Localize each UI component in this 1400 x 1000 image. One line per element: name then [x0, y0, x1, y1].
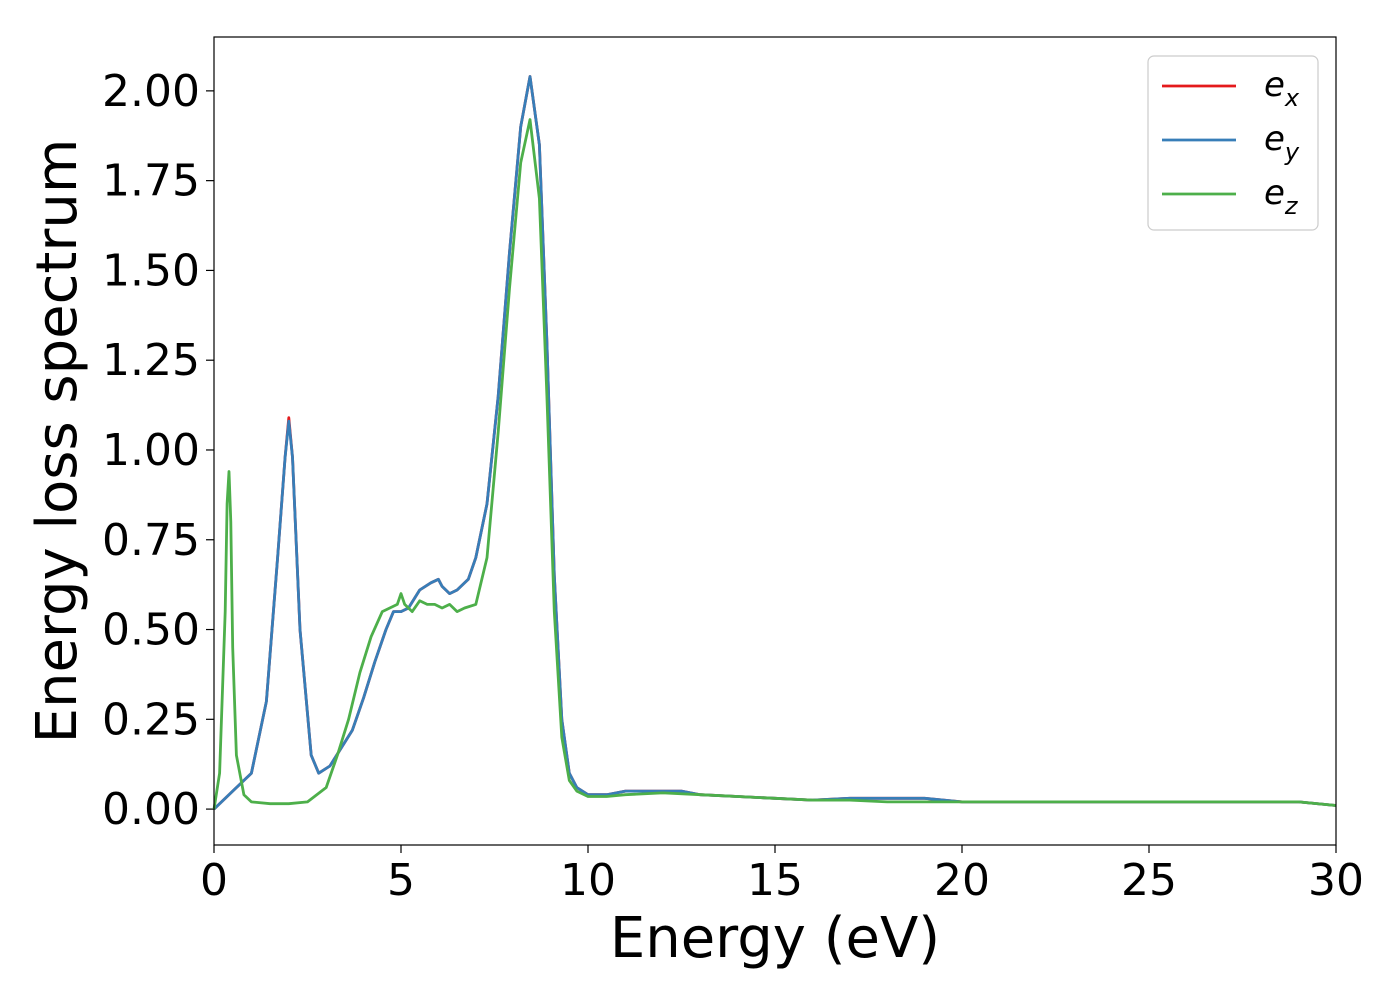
legend: ex ey ez — [1147, 55, 1319, 231]
y-tick-label: 0.50 — [102, 605, 200, 656]
y-tick-label: 0.00 — [102, 784, 200, 835]
x-tick-label: 30 — [1308, 855, 1364, 906]
x-tick-label: 0 — [200, 855, 228, 906]
y-tick-label: 0.75 — [102, 515, 200, 566]
x-tick-label: 10 — [560, 855, 616, 906]
x-axis-label: Energy (eV) — [610, 906, 940, 971]
y-axis-label: Energy loss spectrum — [25, 139, 90, 744]
series-lines — [212, 75, 1337, 811]
x-axis-ticks: 0 5 10 15 20 25 30 — [200, 845, 1364, 906]
legend-box — [1147, 55, 1319, 231]
legend-label-e-x: ex — [1264, 65, 1300, 112]
y-tick-label: 1.50 — [102, 245, 200, 296]
legend-label-e-z: ez — [1264, 173, 1299, 220]
y-tick-label: 1.75 — [102, 156, 200, 207]
x-tick-label: 20 — [934, 855, 990, 906]
y-axis-ticks: 0.00 0.25 0.50 0.75 1.00 1.25 1.50 1.75 2.00 — [102, 66, 214, 835]
series-line-e-z — [212, 118, 1337, 810]
x-tick-label: 15 — [747, 855, 803, 906]
plot-frame — [213, 36, 1337, 846]
legend-label-e-y: ey — [1264, 119, 1300, 166]
x-tick-label: 25 — [1121, 855, 1177, 906]
y-tick-label: 1.25 — [102, 335, 200, 386]
y-tick-label: 1.00 — [102, 425, 200, 476]
x-tick-label: 5 — [387, 855, 415, 906]
y-tick-label: 2.00 — [102, 66, 200, 117]
y-tick-label: 0.25 — [102, 694, 200, 745]
